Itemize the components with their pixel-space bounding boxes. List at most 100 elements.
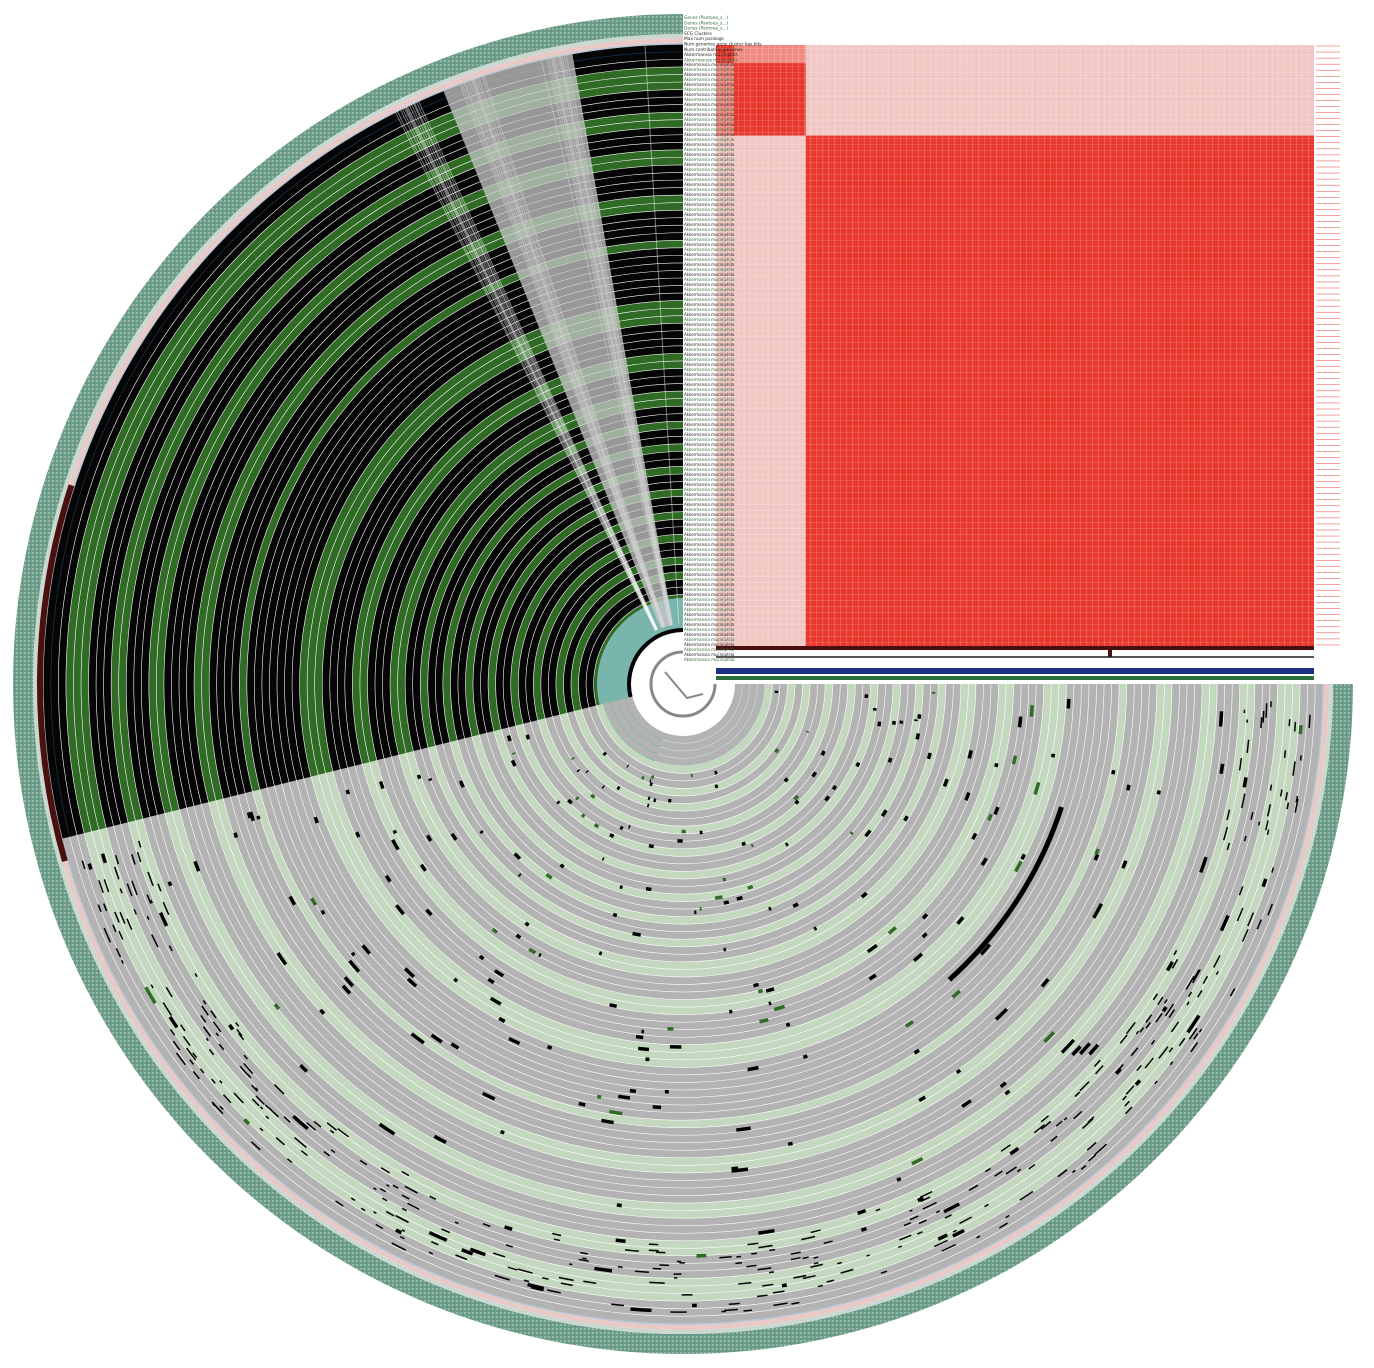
- gene-mark-dense: [903, 1221, 912, 1227]
- gene-mark: [1051, 753, 1056, 758]
- gene-mark-dense: [1238, 886, 1244, 896]
- gene-mark: [517, 873, 522, 878]
- gene-mark: [802, 1054, 808, 1059]
- gene-mark: [694, 910, 697, 915]
- gene-mark-dense: [552, 1232, 562, 1237]
- gene-mark-dense: [243, 1062, 254, 1074]
- gene-mark: [994, 762, 999, 768]
- gene-mark: [425, 834, 433, 842]
- gene-mark: [193, 860, 201, 872]
- gene-mark: [641, 775, 645, 781]
- gene-mark-dense: [1072, 1169, 1076, 1174]
- gene-mark: [378, 780, 385, 790]
- gene-mark-dense: [547, 1289, 561, 1294]
- gene-mark-dense: [933, 1239, 948, 1248]
- gene-mark: [641, 1029, 645, 1034]
- gene-mark: [765, 987, 775, 993]
- gene-mark-dense: [1164, 1003, 1175, 1017]
- gene-mark-dense: [81, 860, 86, 870]
- gene-mark-dense: [133, 909, 137, 915]
- gene-mark: [681, 829, 686, 834]
- gene-mark-dense: [189, 1059, 194, 1065]
- gene-mark: [911, 1157, 924, 1166]
- gene-mark: [1161, 1006, 1168, 1013]
- gene-mark-dense: [185, 1047, 197, 1061]
- gene-mark: [378, 1122, 396, 1136]
- gene-mark: [392, 829, 398, 835]
- gene-mark-dense: [1226, 809, 1231, 821]
- gene-mark-dense: [114, 911, 120, 923]
- gene-mark-dense: [1283, 750, 1287, 758]
- gene-mark: [811, 771, 818, 778]
- gene-mark: [299, 1063, 309, 1073]
- gene-mark: [350, 951, 356, 957]
- gene-mark-dense: [454, 1221, 459, 1225]
- gene-mark-dense: [1265, 703, 1268, 718]
- gene-mark: [1011, 755, 1018, 765]
- gene-mark-dense: [1299, 755, 1302, 761]
- core-split-lines: [394, 45, 680, 631]
- gene-mark-dense: [751, 1252, 758, 1255]
- gene-mark: [1134, 1079, 1142, 1086]
- gene-mark: [931, 691, 936, 694]
- gene-mark: [1261, 878, 1268, 888]
- gene-mark: [824, 795, 831, 802]
- gene-mark: [1029, 705, 1034, 717]
- gene-mark-dense: [1284, 792, 1288, 801]
- gene-mark: [458, 780, 465, 788]
- gene-mark: [768, 1001, 772, 1006]
- gene-mark-dense: [162, 901, 170, 916]
- gene-mark: [714, 770, 718, 775]
- gene-mark: [394, 904, 405, 916]
- gene-mark-dense: [215, 1032, 220, 1037]
- gene-mark: [511, 752, 516, 755]
- gene-mark: [527, 1282, 545, 1291]
- gene-mark-dense: [329, 1129, 335, 1134]
- gene-mark: [513, 852, 522, 860]
- gene-mark-dense: [721, 1310, 726, 1313]
- gene-mark-dense: [150, 984, 154, 989]
- gene-mark-dense: [1293, 721, 1297, 732]
- gene-mark: [1009, 1146, 1020, 1156]
- gene-mark-dense: [743, 1309, 752, 1312]
- gene-mark-dense: [791, 1301, 800, 1305]
- gene-mark: [866, 943, 878, 954]
- gene-mark: [937, 1233, 949, 1241]
- gene-mark: [1199, 856, 1208, 874]
- gene-mark-dense: [1139, 1027, 1145, 1033]
- gene-mark: [609, 1003, 618, 1009]
- gene-mark: [650, 775, 655, 780]
- gene-mark-dense: [1033, 1124, 1045, 1134]
- gene-mark-dense: [126, 918, 133, 931]
- gene-mark: [450, 832, 458, 841]
- gene-mark: [1114, 1067, 1122, 1075]
- gene-mark: [580, 813, 586, 819]
- gene-mark-dense: [568, 1263, 573, 1266]
- gene-mark-dense: [1157, 996, 1164, 1006]
- gene-mark-dense: [917, 1231, 923, 1235]
- gene-mark-dense: [236, 1028, 243, 1037]
- gene-mark-dense: [530, 1286, 544, 1292]
- gene-mark-dense: [239, 1065, 249, 1076]
- gene-mark-dense: [1213, 955, 1221, 968]
- gene-mark: [243, 1118, 251, 1126]
- gene-mark-dense: [1019, 1190, 1034, 1201]
- gene-mark-dense: [1262, 710, 1265, 723]
- gene-mark: [914, 719, 918, 722]
- gene-mark: [601, 785, 605, 789]
- gene-mark-dense: [772, 1290, 785, 1294]
- gene-mark: [860, 891, 868, 899]
- gene-mark-dense: [670, 1311, 687, 1313]
- gene-mark: [341, 984, 352, 995]
- gene-mark: [951, 989, 961, 999]
- gene-mark-dense: [1171, 959, 1179, 969]
- gene-mark: [731, 1167, 749, 1173]
- gene-mark-dense: [1270, 701, 1272, 708]
- gene-mark-dense: [1229, 988, 1236, 997]
- gene-mark-dense: [382, 1197, 388, 1202]
- split-line: [404, 107, 657, 631]
- gene-mark-dense: [1185, 975, 1195, 990]
- gene-mark-dense: [1292, 761, 1296, 776]
- gene-mark-dense: [267, 1106, 279, 1118]
- gene-mark-dense: [1136, 1064, 1142, 1072]
